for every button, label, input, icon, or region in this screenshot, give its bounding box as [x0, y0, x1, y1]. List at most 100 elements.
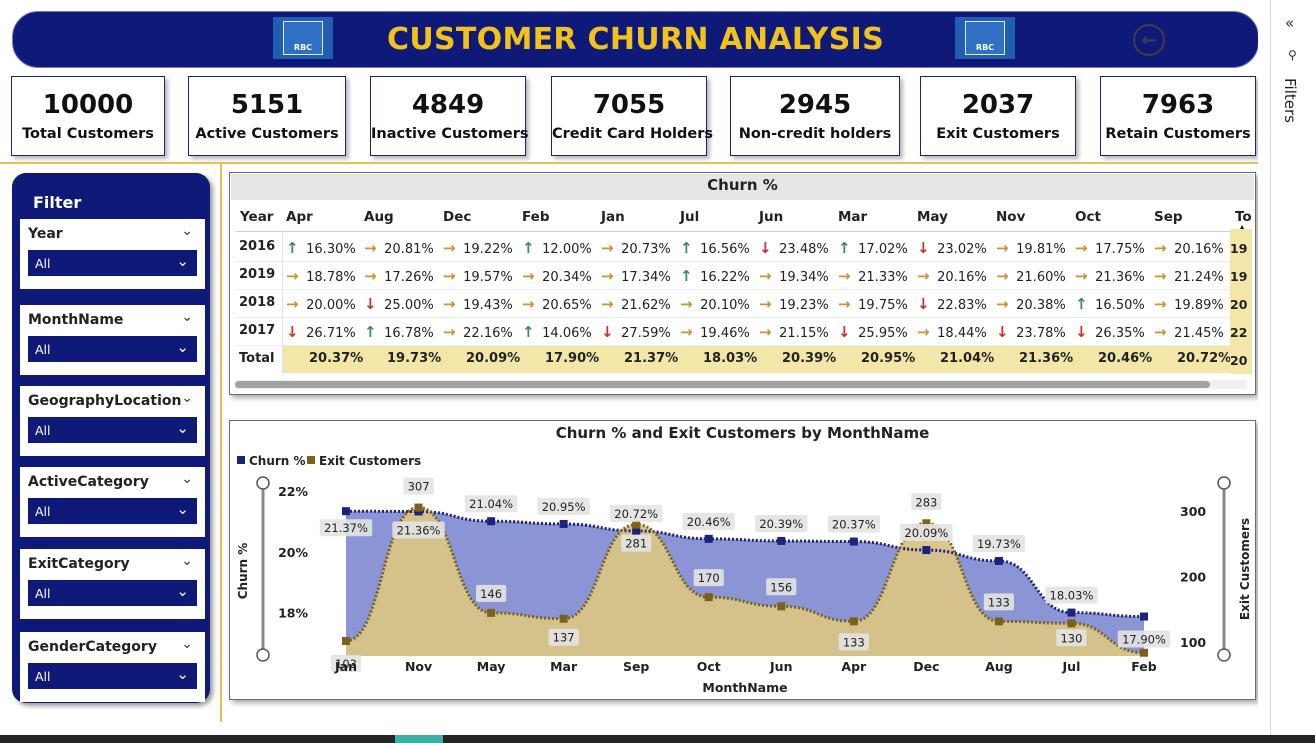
total-cell: 21.04%: [940, 351, 995, 366]
table-row[interactable]: 2019 → 18.78% → 17.26% → 19.57% → 20.34% → 17…: [236, 262, 1248, 290]
collapse-double-chevron-icon[interactable]: «: [1285, 14, 1295, 32]
slicer-value: All: [35, 342, 51, 357]
active-page-tab[interactable]: [395, 735, 443, 743]
chevron-down-icon[interactable]: ⌄: [181, 223, 193, 239]
total-cell: 20.09%: [466, 351, 521, 366]
filters-pane[interactable]: « ⚲ Filters: [1270, 0, 1315, 743]
chevron-down-icon[interactable]: ⌄: [181, 553, 193, 569]
table-row[interactable]: 2017 ↓ 26.71% ↑ 16.78% → 22.16% ↑ 14.06% ↓ 27…: [236, 318, 1248, 346]
matrix-header-month[interactable]: Dec: [443, 209, 472, 225]
chevron-down-icon[interactable]: ⌄: [176, 419, 189, 437]
matrix-header-month[interactable]: Nov: [996, 209, 1026, 225]
matrix-header-month[interactable]: Mar: [838, 209, 868, 225]
slicer-gendercategory[interactable]: GenderCategory ⌄ All ⌄: [20, 632, 205, 702]
churn-matrix: Churn % Year Apr Aug Dec Feb Jan Jul Jun Mar May N…: [229, 172, 1256, 395]
churn-data-label-bg: [1045, 586, 1098, 604]
slicer-dropdown[interactable]: All ⌄: [28, 498, 197, 524]
table-row[interactable]: 2018 → 20.00% ↓ 25.00% → 19.43% → 20.65% → 21…: [236, 290, 1248, 318]
matrix-header-month[interactable]: Jul: [680, 209, 700, 225]
cell-value: 20.65%: [542, 298, 592, 313]
cell-value: 17.26%: [384, 270, 434, 285]
x-tick-label: Jul: [1062, 659, 1081, 674]
chart-title: Churn % and Exit Customers by MonthName: [555, 424, 930, 442]
y-tick-label: 20%: [278, 545, 308, 560]
exit-data-label: 130: [1060, 631, 1082, 645]
matrix-header-month[interactable]: Oct: [1075, 209, 1101, 225]
rbc-logo-right: RBC: [955, 17, 1015, 59]
logo-text: RBC: [965, 21, 1005, 55]
total-column-cell: 19: [1230, 269, 1248, 284]
chevron-down-icon[interactable]: ⌄: [181, 636, 193, 652]
matrix-header-month[interactable]: Jun: [759, 209, 784, 225]
column-separator: [282, 231, 283, 374]
trend-down-arrow-icon: ↓: [917, 295, 930, 313]
table-cell: → 19.43%: [443, 295, 513, 313]
churn-exit-chart: Churn % and Exit Customers by MonthName …: [229, 420, 1256, 700]
matrix-horizontal-scrollbar[interactable]: [235, 380, 1247, 389]
chevron-down-icon[interactable]: ⌄: [181, 390, 193, 406]
churn-data-label-bg: [609, 504, 663, 522]
trend-right-arrow-icon: →: [838, 267, 851, 285]
y-axis-title: Churn %: [236, 543, 250, 600]
matrix-header-month[interactable]: Aug: [364, 209, 394, 225]
exit-data-label-bg: [403, 477, 434, 495]
exit-data-label: 133: [988, 595, 1010, 609]
slicer-dropdown[interactable]: All ⌄: [28, 250, 197, 276]
matrix-header-total[interactable]: To: [1235, 209, 1252, 225]
chevron-down-icon[interactable]: ⌄: [176, 665, 189, 683]
matrix-header-year[interactable]: Year: [240, 209, 274, 225]
churn-point: [777, 536, 786, 545]
exit-point: [632, 520, 641, 529]
chevron-down-icon[interactable]: ⌄: [176, 252, 189, 270]
chevron-down-icon[interactable]: ⌄: [176, 500, 189, 518]
churn-data-label: 20.09%: [904, 526, 948, 540]
slicer-exitcategory[interactable]: ExitCategory ⌄ All ⌄: [20, 549, 205, 619]
total-cell: 17.90%: [545, 351, 600, 366]
slicer-monthname[interactable]: MonthName ⌄ All ⌄: [20, 305, 205, 375]
cell-value: 19.81%: [1016, 242, 1066, 257]
chevron-down-icon[interactable]: ⌄: [181, 309, 193, 325]
kpi-label: Exit Customers: [936, 126, 1060, 142]
cell-value: 17.75%: [1095, 242, 1145, 257]
matrix-header-month[interactable]: May: [917, 209, 948, 225]
back-arrow-icon[interactable]: ←: [1133, 24, 1165, 56]
y2-tick-label: 300: [1180, 504, 1206, 519]
slicer-dropdown[interactable]: All ⌄: [28, 417, 197, 443]
table-row[interactable]: 2016 ↑ 16.30% → 20.81% → 19.22% ↑ 12.00% → 20…: [236, 234, 1248, 262]
trend-up-arrow-icon: ↑: [364, 323, 377, 341]
slicer-dropdown[interactable]: All ⌄: [28, 663, 197, 689]
trend-right-arrow-icon: →: [443, 295, 456, 313]
churn-point: [1140, 612, 1148, 621]
trend-right-arrow-icon: →: [601, 295, 614, 313]
matrix-header-month[interactable]: Sep: [1154, 209, 1183, 225]
matrix-header-month[interactable]: Jan: [601, 209, 625, 225]
cell-value: 20.81%: [384, 242, 434, 257]
slicer-year[interactable]: Year ⌄ All ⌄: [20, 219, 205, 289]
chevron-down-icon[interactable]: ⌄: [181, 471, 193, 487]
scrollbar-thumb[interactable]: [235, 381, 1210, 388]
churn-data-label: 21.36%: [397, 524, 441, 538]
slicer-value: All: [35, 256, 51, 271]
trend-right-arrow-icon: →: [996, 295, 1009, 313]
trend-up-arrow-icon: ↑: [838, 239, 851, 257]
cell-value: 17.02%: [858, 242, 908, 257]
rbc-logo-left: RBC: [273, 17, 333, 59]
slicer-activecategory[interactable]: ActiveCategory ⌄ All ⌄: [20, 467, 205, 537]
slicer-dropdown[interactable]: All ⌄: [28, 580, 197, 606]
total-column-cell: 22: [1230, 325, 1248, 340]
slicer-dropdown[interactable]: All ⌄: [28, 336, 197, 362]
sort-ascending-icon[interactable]: ▲: [1239, 223, 1246, 232]
table-total-row[interactable]: Total 20.37% 19.73% 20.09% 17.90% 21.37% 18.03…: [236, 346, 1248, 374]
exit-data-label-bg: [330, 654, 362, 672]
matrix-header-month[interactable]: Feb: [522, 209, 550, 225]
legend-swatch-exit: [307, 456, 315, 464]
chevron-down-icon[interactable]: ⌄: [176, 338, 189, 356]
matrix-header-month[interactable]: Apr: [286, 209, 313, 225]
cell-value: 19.23%: [779, 298, 829, 313]
exit-point: [559, 614, 568, 623]
slicer-geographylocation[interactable]: GeographyLocation ⌄ All ⌄: [20, 386, 205, 456]
churn-point: [342, 507, 350, 516]
trend-down-arrow-icon: ↓: [286, 323, 299, 341]
chevron-down-icon[interactable]: ⌄: [176, 582, 189, 600]
table-cell: → 20.38%: [996, 295, 1066, 313]
